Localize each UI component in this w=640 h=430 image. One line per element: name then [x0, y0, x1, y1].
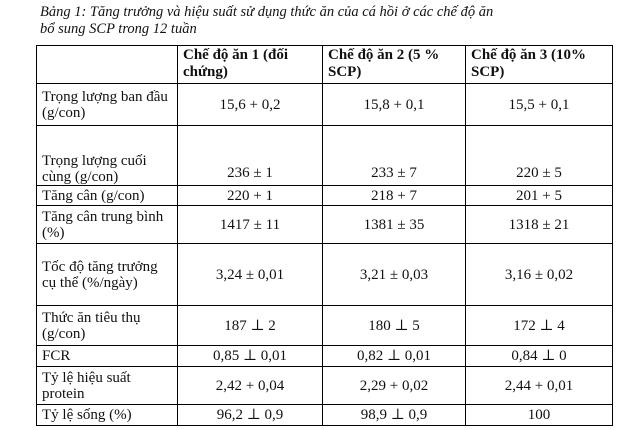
cell-value: 1318 ± 21 — [465, 205, 613, 244]
table-row: Trọng lượng ban đầu (g/con) 15,6 + 0,2 1… — [36, 83, 613, 126]
cell-value: 15,5 + 0,1 — [465, 83, 613, 126]
header-cell-empty — [36, 45, 178, 84]
cell-value: 0,82 ⊥ 0,01 — [322, 345, 466, 367]
cell-value: 98,9 ⊥ 0,9 — [322, 404, 466, 426]
data-table: Chế độ ăn 1 (đối chứng) Chế độ ăn 2 (5 %… — [36, 45, 613, 426]
row-label: Tỷ lệ sống (%) — [36, 404, 178, 426]
row-label: Thức ăn tiêu thụ (g/con) — [36, 305, 178, 346]
cell-value: 3,24 ± 0,01 — [177, 243, 323, 306]
cell-value: 220 ± 5 — [465, 125, 613, 186]
cell-value: 1417 ± 11 — [177, 205, 323, 244]
table-row: Trọng lượng cuối cùng (g/con) 236 ± 1 23… — [36, 125, 613, 186]
cell-value: 233 ± 7 — [322, 125, 466, 186]
cell-value: 15,8 + 0,1 — [322, 83, 466, 126]
cell-value: 3,21 ± 0,03 — [322, 243, 466, 306]
cell-value: 2,44 + 0,01 — [465, 366, 613, 405]
row-label: FCR — [36, 345, 178, 367]
header-cell-diet-1: Chế độ ăn 1 (đối chứng) — [177, 45, 323, 84]
cell-value: 3,16 ± 0,02 — [465, 243, 613, 306]
cell-value: 201 + 5 — [465, 185, 613, 206]
row-label: Tỷ lệ hiệu suất protein — [36, 366, 178, 405]
cell-value: 0,84 ⊥ 0 — [465, 345, 613, 367]
cell-value: 1381 ± 35 — [322, 205, 466, 244]
cell-value: 180 ⊥ 5 — [322, 305, 466, 346]
table-row: Tăng cân trung bình (%) 1417 ± 11 1381 ±… — [36, 205, 613, 244]
table-row: FCR 0,85 ⊥ 0,01 0,82 ⊥ 0,01 0,84 ⊥ 0 — [36, 345, 613, 367]
cell-value: 2,29 + 0,02 — [322, 366, 466, 405]
cell-value: 0,85 ⊥ 0,01 — [177, 345, 323, 367]
cell-value: 2,42 + 0,04 — [177, 366, 323, 405]
table-row: Thức ăn tiêu thụ (g/con) 187 ⊥ 2 180 ⊥ 5… — [36, 305, 613, 346]
cell-value: 15,6 + 0,2 — [177, 83, 323, 126]
row-label: Tốc độ tăng trưởng cụ thể (%/ngày) — [36, 243, 178, 306]
table-row: Tăng cân (g/con) 220 + 1 218 + 7 201 + 5 — [36, 185, 613, 206]
table-row: Tốc độ tăng trưởng cụ thể (%/ngày) 3,24 … — [36, 243, 613, 306]
header-cell-diet-2: Chế độ ăn 2 (5 % SCP) — [322, 45, 466, 84]
row-label: Trọng lượng ban đầu (g/con) — [36, 83, 178, 126]
cell-value: 187 ⊥ 2 — [177, 305, 323, 346]
cell-value: 220 + 1 — [177, 185, 323, 206]
caption-line-1: Bảng 1: Tăng trưởng và hiệu suất sử dụng… — [40, 4, 494, 20]
cell-value: 236 ± 1 — [177, 125, 323, 186]
row-label: Trọng lượng cuối cùng (g/con) — [36, 125, 178, 186]
row-label: Tăng cân trung bình (%) — [36, 205, 178, 244]
header-row: Chế độ ăn 1 (đối chứng) Chế độ ăn 2 (5 %… — [36, 45, 613, 84]
cell-value: 172 ⊥ 4 — [465, 305, 613, 346]
cell-value: 96,2 ⊥ 0,9 — [177, 404, 323, 426]
caption-line-2: bổ sung SCP trong 12 tuần — [40, 21, 197, 37]
table-row: Tỷ lệ hiệu suất protein 2,42 + 0,04 2,29… — [36, 366, 613, 405]
table-row: Tỷ lệ sống (%) 96,2 ⊥ 0,9 98,9 ⊥ 0,9 100 — [36, 404, 613, 426]
cell-value: 218 + 7 — [322, 185, 466, 206]
header-cell-diet-3: Chế độ ăn 3 (10% SCP) — [465, 45, 613, 84]
cell-value: 100 — [465, 404, 613, 426]
table-caption: Bảng 1: Tăng trưởng và hiệu suất sử dụng… — [40, 4, 630, 38]
row-label: Tăng cân (g/con) — [36, 185, 178, 206]
